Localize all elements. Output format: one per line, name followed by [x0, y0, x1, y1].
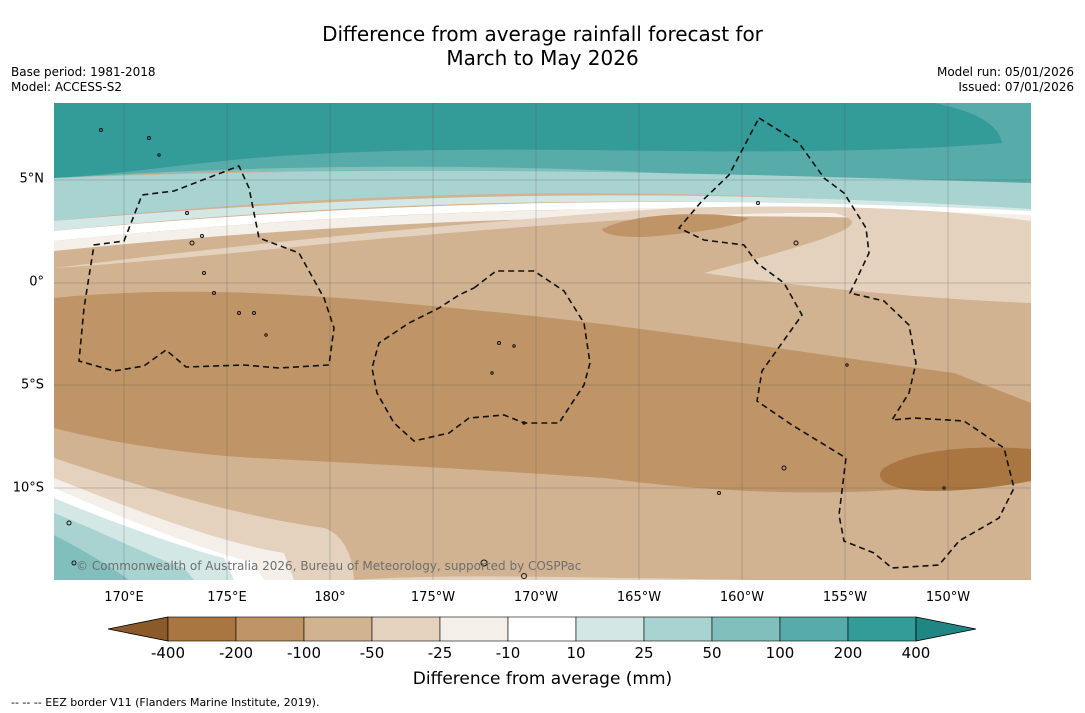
eez-tuvalu-tokelau — [371, 270, 591, 442]
lon-label-155w: 155°W — [822, 590, 868, 605]
colorbar-swatch-3 — [371, 616, 441, 642]
colorbar-swatch-2 — [303, 616, 373, 642]
colorbar-swatch-9 — [779, 616, 849, 642]
meta-left: Base period: 1981-2018 Model: ACCESS-S2 — [11, 65, 156, 95]
colorbar-label-7: 25 — [634, 644, 654, 662]
lon-label-170w: 170°W — [513, 590, 559, 605]
band-teal-400 — [54, 103, 1002, 178]
band-teal-100-south — [54, 535, 129, 580]
colorbar-swatch-10 — [847, 616, 917, 642]
eez-borders — [78, 116, 1015, 569]
colorbar-label-1: -200 — [218, 644, 254, 662]
lat-label-0: 0° — [29, 274, 44, 290]
colorbar-label-3: -50 — [359, 644, 385, 662]
lon-label-170e: 170°E — [104, 590, 144, 605]
lon-label-160w: 160°W — [719, 590, 765, 605]
colorbar-label-0: -400 — [150, 644, 186, 662]
colorbar-swatch-7 — [643, 616, 713, 642]
map-title-line1: Difference from average rainfall forecas… — [322, 22, 763, 46]
band-white-north — [54, 201, 1031, 241]
issued-date: Issued: 07/01/2026 — [958, 80, 1074, 94]
colorbar-label-10: 200 — [833, 644, 863, 662]
rainfall-map — [54, 103, 1031, 580]
eez-line-islands — [677, 116, 1015, 569]
colorbar-arrow-left — [107, 616, 169, 642]
meta-right: Model run: 05/01/2026 Issued: 07/01/2026 — [937, 65, 1074, 95]
colorbar-arrow-right — [915, 616, 977, 642]
map-title-line2: March to May 2026 — [446, 46, 639, 70]
lon-label-180: 180° — [314, 590, 346, 605]
colorbar-label-4: -25 — [427, 644, 453, 662]
band-brown-50-north — [54, 206, 1031, 303]
colorbar-swatch-5 — [507, 616, 577, 642]
band-brown-south-edge — [354, 576, 754, 580]
colorbar-swatch-8 — [711, 616, 781, 642]
lon-label-175e: 175°E — [207, 590, 247, 605]
eez-footnote: -- -- -- EEZ border V11 (Flanders Marine… — [11, 696, 320, 709]
colorbar-swatch-4 — [439, 616, 509, 642]
map-canvas — [54, 103, 1031, 580]
map-title: Difference from average rainfall forecas… — [0, 22, 1085, 70]
map-grid — [54, 103, 1031, 580]
band-teal-50 — [54, 170, 1031, 221]
copyright-notice: © Commonwealth of Australia 2026, Bureau… — [76, 559, 582, 573]
colorbar-label-5: -10 — [495, 644, 521, 662]
island-outlines — [66, 128, 946, 579]
colorbar-label-2: -100 — [286, 644, 322, 662]
colorbar-label-6: 10 — [566, 644, 586, 662]
colorbar-swatch-1 — [235, 616, 305, 642]
colorbar-label-8: 50 — [702, 644, 722, 662]
lon-label-175w: 175°W — [410, 590, 456, 605]
lat-label-5s: 5°S — [20, 377, 44, 393]
lat-label-10s: 10°S — [12, 480, 44, 496]
colorbar-label-9: 100 — [765, 644, 795, 662]
colorbar-swatch-6 — [575, 616, 645, 642]
lon-label-165w: 165°W — [616, 590, 662, 605]
lon-label-150w: 150°W — [925, 590, 971, 605]
model-run: Model run: 05/01/2026 — [936, 65, 1074, 79]
colorbar-swatch-0 — [167, 616, 237, 642]
colorbar-label-11: 400 — [901, 644, 931, 662]
lat-label-5n: 5°N — [19, 171, 45, 187]
base-period: Base period: 1981-2018 — [11, 65, 156, 79]
model-name: Model: ACCESS-S2 — [11, 80, 123, 94]
colorbar-title: Difference from average (mm) — [412, 669, 673, 689]
band-teal-25 — [54, 195, 1031, 231]
band-brown-400-east — [879, 447, 1031, 491]
band-brown-200-central — [54, 291, 1031, 493]
eez-kiribati-gilbert — [78, 164, 335, 372]
